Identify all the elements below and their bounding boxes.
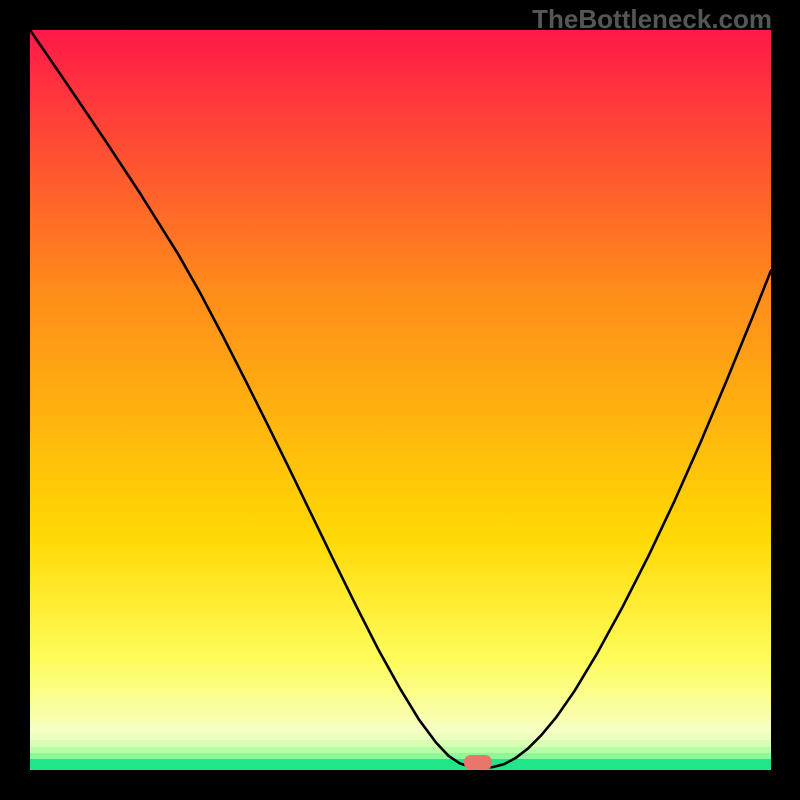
watermark-text: TheBottleneck.com: [532, 4, 772, 35]
plot-area: [30, 30, 771, 770]
optimum-marker: [464, 755, 492, 770]
chart-frame: TheBottleneck.com: [0, 0, 800, 800]
bottleneck-curve: [30, 30, 771, 770]
